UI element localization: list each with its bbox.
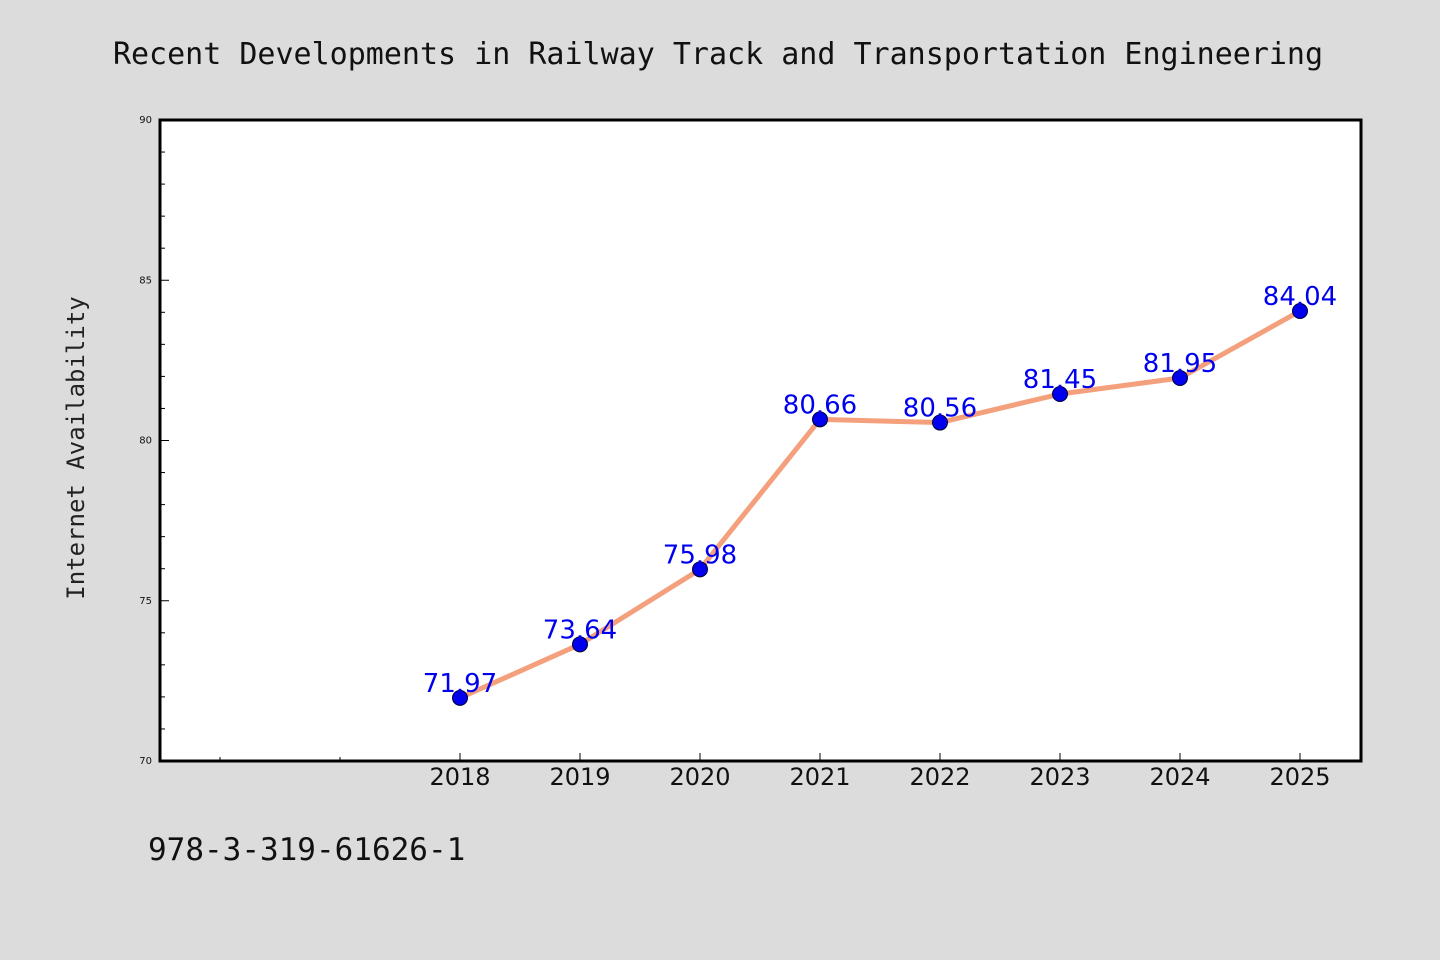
x-tick-label: 2024	[1149, 763, 1210, 791]
x-axis: 2018 2019 2020 2021 2022 2023 2024 2025	[219, 753, 1331, 791]
data-label: 81.45	[1023, 365, 1097, 395]
data-point	[452, 689, 468, 706]
series-line	[457, 308, 1303, 701]
y-tick-label: 85	[139, 275, 152, 286]
data-point	[1172, 370, 1188, 387]
data-label: 80.66	[783, 390, 857, 420]
y-tick-label: 70	[139, 756, 152, 767]
series-layer	[452, 303, 1308, 706]
chart-title: Recent Developments in Railway Track and…	[113, 37, 1323, 72]
data-point	[1052, 386, 1068, 403]
data-label: 73.64	[543, 615, 617, 645]
footer-code: 978-3-319-61626-1	[148, 832, 466, 868]
data-point	[572, 636, 588, 653]
data-label: 75.98	[663, 540, 737, 570]
y-tick-label: 80	[139, 436, 152, 447]
data-label: 71.97	[423, 669, 497, 699]
y-tick-label: 90	[139, 115, 152, 126]
data-label: 81.95	[1143, 349, 1217, 379]
data-label: 80.56	[903, 394, 977, 424]
data-point	[812, 411, 828, 428]
x-tick-label: 2018	[429, 763, 490, 791]
data-point	[692, 561, 708, 578]
data-labels: 71.97 73.64 75.98 80.66 80.56 81.45 81.95 84.04	[423, 282, 1337, 699]
x-tick-label: 2022	[909, 763, 970, 791]
x-tick-label: 2023	[1029, 763, 1090, 791]
x-tick-label: 2019	[549, 763, 610, 791]
data-label: 84.04	[1263, 282, 1337, 312]
y-axis: 70 75 80 85 90	[139, 115, 169, 767]
x-tick-label: 2020	[669, 763, 730, 791]
plot-area	[158, 118, 1363, 763]
y-tick-label: 75	[139, 596, 152, 607]
x-tick-label: 2021	[789, 763, 850, 791]
data-point	[932, 414, 948, 431]
x-tick-label: 2025	[1269, 763, 1330, 791]
data-point	[1292, 303, 1308, 320]
y-axis-label: Internet Availability	[62, 296, 90, 599]
